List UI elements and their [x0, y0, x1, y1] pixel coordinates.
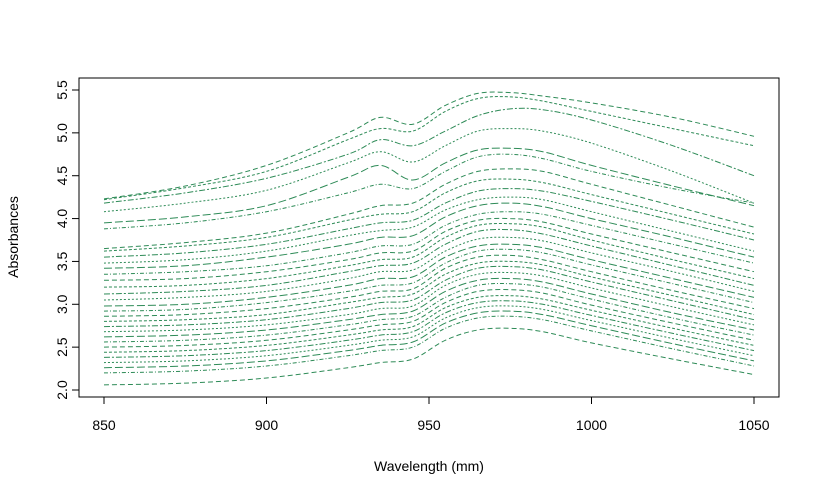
series-line — [103, 128, 755, 213]
series-line — [103, 277, 755, 338]
series-line — [103, 107, 755, 204]
series-line — [103, 254, 755, 317]
y-tick-label: 4.5 — [54, 166, 70, 186]
y-tick-label: 5.0 — [54, 123, 70, 143]
series-line — [103, 300, 755, 358]
series-line — [103, 188, 755, 258]
series-line — [103, 265, 755, 328]
series-line — [103, 310, 755, 369]
series-line — [103, 295, 755, 353]
series-line — [103, 202, 755, 269]
series-line — [103, 282, 755, 343]
y-tick-label: 3.0 — [54, 294, 70, 314]
x-tick-label: 1000 — [576, 417, 607, 433]
y-tick-label: 3.5 — [54, 251, 70, 271]
series-line — [103, 153, 755, 230]
y-tick-label: 2.0 — [54, 380, 70, 400]
series-line — [103, 260, 755, 322]
series-line — [103, 91, 755, 200]
series-line — [103, 222, 755, 288]
x-tick-label: 950 — [417, 417, 441, 433]
x-axis: 850 900 950 1000 1050 — [92, 397, 770, 433]
series-line — [103, 327, 755, 386]
y-tick-label: 4.0 — [54, 209, 70, 229]
series-line — [103, 217, 755, 281]
series-line — [103, 196, 755, 264]
series-line — [103, 178, 755, 252]
series-line — [103, 168, 755, 250]
x-tick-label: 850 — [92, 417, 116, 433]
y-axis: 2.0 2.5 3.0 3.5 4.0 4.5 5.0 5.5 — [54, 80, 79, 400]
series-line — [103, 243, 755, 307]
series-line — [103, 228, 755, 295]
y-tick-label: 2.5 — [54, 337, 70, 357]
series-line — [103, 236, 755, 301]
series-line — [103, 248, 755, 312]
series-line — [103, 271, 755, 333]
series-line — [103, 211, 755, 275]
x-axis-title: Wavelength (mm) — [374, 458, 484, 474]
x-tick-label: 900 — [255, 417, 279, 433]
series-lines — [103, 91, 755, 386]
series-line — [103, 96, 755, 201]
y-axis-title: Absorbances — [5, 196, 21, 278]
x-tick-label: 1050 — [738, 417, 769, 433]
series-line — [103, 289, 755, 348]
y-tick-label: 5.5 — [54, 80, 70, 100]
series-line — [103, 315, 755, 374]
series-line — [103, 147, 755, 224]
